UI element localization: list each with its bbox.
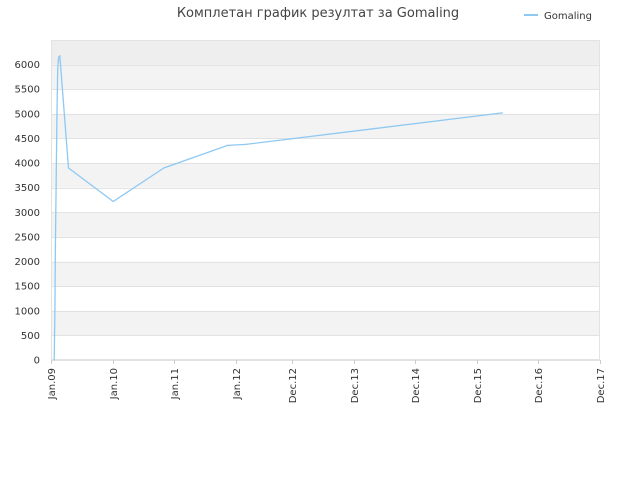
data-point (56, 118, 58, 120)
plot-background (51, 40, 600, 360)
y-axis: 0 500 1000 1500 2000 2500 3000 3500 4000 4500 5000… (15, 60, 40, 366)
data-point (54, 310, 56, 312)
x-axis: Jan.09 Jan.10 Jan.11 Jan.12 Dec.12 Dec.13 Dec.… (47, 360, 607, 403)
data-point (54, 246, 57, 248)
x-tick-label: Jan.10 (109, 368, 120, 400)
legend-label: Gomaling (544, 11, 592, 22)
x-tick-label: Dec.15 (473, 368, 484, 403)
y-tick-label: 5500 (15, 85, 40, 96)
y-tick-label: 0 (34, 356, 40, 367)
data-point (67, 167, 70, 169)
y-tick-label: 5000 (15, 109, 40, 120)
y-tick-label: 500 (21, 331, 40, 342)
y-tick-label: 1500 (15, 282, 40, 293)
plot-band (51, 163, 600, 188)
data-point (57, 68, 59, 71)
data-point (227, 144, 229, 146)
data-point (53, 359, 55, 361)
plot-band (51, 64, 600, 90)
y-tick-label: 4500 (15, 134, 40, 145)
plot-band (51, 187, 600, 213)
y-tick-label: 4000 (15, 159, 40, 170)
legend: Gomaling (524, 11, 592, 22)
data-point (58, 56, 60, 58)
plot-band (51, 89, 600, 114)
x-tick-label: Jan.11 (170, 368, 181, 400)
y-tick-label: 6000 (15, 60, 40, 71)
data-point (501, 112, 503, 114)
data-point (245, 143, 247, 145)
data-point (59, 55, 61, 57)
chart-title: Комплетан график резултат за Gomaling (177, 6, 459, 21)
plot-band (51, 335, 600, 360)
plot-band (51, 212, 600, 237)
data-point (60, 68, 62, 71)
plot-band (51, 138, 600, 164)
plot-border (51, 40, 600, 360)
data-point (163, 167, 165, 169)
y-tick-label: 2500 (15, 232, 40, 243)
plot-band (51, 261, 600, 287)
plot-band (51, 40, 600, 65)
x-tick-label: Dec.14 (411, 368, 422, 403)
series-layer (53, 55, 503, 361)
x-tick-label: Jan.09 (47, 368, 58, 400)
y-tick-label: 2000 (15, 257, 40, 268)
plot-band (51, 286, 600, 311)
data-point (112, 200, 114, 203)
x-tick-label: Dec.17 (596, 368, 607, 403)
gridlines (51, 65, 600, 361)
plot-band (51, 236, 600, 262)
y-tick-label: 1000 (15, 306, 40, 317)
x-tick-label: Dec.12 (288, 368, 299, 403)
x-tick-label: Dec.13 (350, 368, 361, 403)
y-tick-label: 3000 (15, 208, 40, 219)
data-point (55, 187, 57, 189)
y-tick-label: 3500 (15, 183, 40, 194)
x-tick-label: Dec.16 (534, 368, 545, 403)
x-tick-label: Jan.12 (232, 368, 243, 400)
plot-band (51, 310, 600, 336)
